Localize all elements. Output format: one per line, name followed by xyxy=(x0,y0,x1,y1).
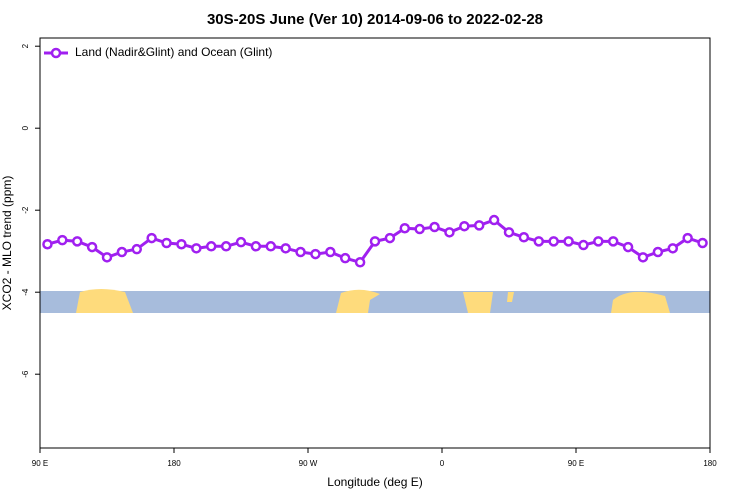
data-point xyxy=(57,234,68,246)
y-tick-label: -4 xyxy=(21,288,30,296)
data-point xyxy=(176,238,187,250)
y-tick-label: -2 xyxy=(21,206,30,214)
x-tick-label: 90 E xyxy=(32,459,48,468)
data-point xyxy=(86,241,98,253)
data-point xyxy=(622,241,634,253)
data-point xyxy=(354,257,366,268)
x-axis-label: Longitude (deg E) xyxy=(327,475,422,489)
data-point xyxy=(607,236,619,247)
data-point xyxy=(444,227,455,238)
data-point xyxy=(369,236,381,247)
legend-label: Land (Nadir&Glint) and Ocean (Glint) xyxy=(75,45,272,59)
data-point xyxy=(295,246,306,258)
chart-title: 30S-20S June (Ver 10) 2014-09-06 to 2022… xyxy=(207,11,543,28)
x-tick-label: 90 W xyxy=(299,459,318,468)
data-point xyxy=(325,246,336,258)
x-tick-label: 0 xyxy=(440,459,445,468)
data-point xyxy=(131,243,143,255)
data-point xyxy=(697,237,708,249)
data-point xyxy=(637,252,649,263)
data-point xyxy=(220,241,232,252)
data-point xyxy=(429,221,440,233)
data-point xyxy=(488,214,500,226)
data-point xyxy=(265,241,277,252)
data-point xyxy=(593,236,604,247)
data-point xyxy=(191,243,202,254)
data-point xyxy=(116,246,128,258)
data-point xyxy=(399,222,411,234)
y-tick-label: 0 xyxy=(21,125,30,130)
data-point xyxy=(563,236,574,247)
data-point xyxy=(652,246,664,258)
data-point xyxy=(235,236,247,248)
map-strip xyxy=(40,289,710,313)
data-point xyxy=(161,237,172,249)
data-point xyxy=(414,223,425,235)
plot-frame xyxy=(39,37,711,449)
data-point xyxy=(42,238,53,250)
data-point xyxy=(459,220,470,232)
data-point xyxy=(250,241,262,252)
data-point xyxy=(384,232,396,244)
data-point xyxy=(533,236,545,247)
data-point xyxy=(578,239,589,251)
data-point xyxy=(205,241,217,252)
legend-marker xyxy=(50,47,62,59)
x-tick-label: 180 xyxy=(167,459,181,468)
data-point xyxy=(518,232,530,243)
data-point xyxy=(339,252,351,264)
y-tick-label: -6 xyxy=(21,370,30,378)
data-point xyxy=(667,243,679,254)
y-tick-label: 2 xyxy=(21,43,30,48)
data-point xyxy=(280,243,291,254)
data-point xyxy=(146,232,157,244)
x-tick-label: 90 E xyxy=(568,459,584,468)
y-axis-label: XCO2 - MLO trend (ppm) xyxy=(0,176,14,311)
data-point xyxy=(548,236,559,247)
data-point xyxy=(473,220,485,231)
data-point xyxy=(71,236,83,247)
data-point xyxy=(503,227,515,238)
data-point xyxy=(310,248,321,260)
data-point xyxy=(682,232,693,244)
data-point xyxy=(101,252,113,263)
x-tick-label: 180 xyxy=(703,459,717,468)
